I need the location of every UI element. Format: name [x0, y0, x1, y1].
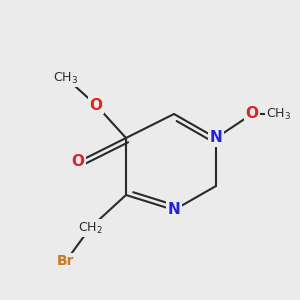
Text: N: N [168, 202, 180, 217]
Text: CH$_3$: CH$_3$ [53, 70, 79, 86]
Text: N: N [210, 130, 222, 146]
Text: CH$_2$: CH$_2$ [78, 220, 102, 236]
Text: O: O [71, 154, 85, 169]
Text: Br: Br [57, 254, 75, 268]
Text: CH$_3$: CH$_3$ [266, 106, 292, 122]
Text: O: O [245, 106, 259, 122]
Text: O: O [89, 98, 103, 112]
